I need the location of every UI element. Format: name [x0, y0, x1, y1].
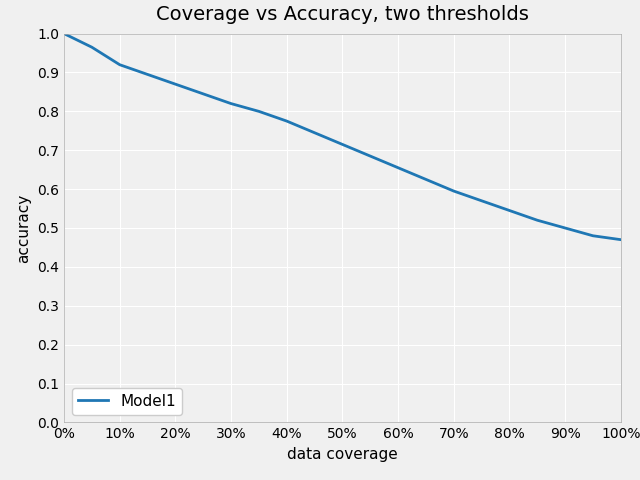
Model1: [394, 165, 402, 170]
Model1: [143, 72, 151, 77]
Model1: [506, 208, 513, 214]
Y-axis label: accuracy: accuracy: [17, 193, 31, 263]
Model1: [617, 237, 625, 242]
Model1: [477, 198, 485, 204]
Model1: [589, 233, 596, 239]
Title: Coverage vs Accuracy, two thresholds: Coverage vs Accuracy, two thresholds: [156, 5, 529, 24]
Model1: [88, 44, 96, 50]
Model1: [200, 91, 207, 97]
Model1: [60, 31, 68, 36]
Model1: [310, 130, 318, 136]
Model1: [116, 62, 124, 68]
Model1: [172, 81, 179, 87]
Model1: [561, 225, 569, 231]
Model1: [227, 101, 235, 107]
Model1: [534, 217, 541, 223]
Model1: [283, 118, 291, 124]
Model1: [339, 142, 346, 147]
Line: Model1: Model1: [64, 34, 621, 240]
X-axis label: data coverage: data coverage: [287, 447, 398, 462]
Model1: [255, 108, 263, 114]
Model1: [450, 188, 458, 194]
Model1: [366, 153, 374, 159]
Legend: Model1: Model1: [72, 387, 182, 415]
Model1: [422, 177, 430, 182]
